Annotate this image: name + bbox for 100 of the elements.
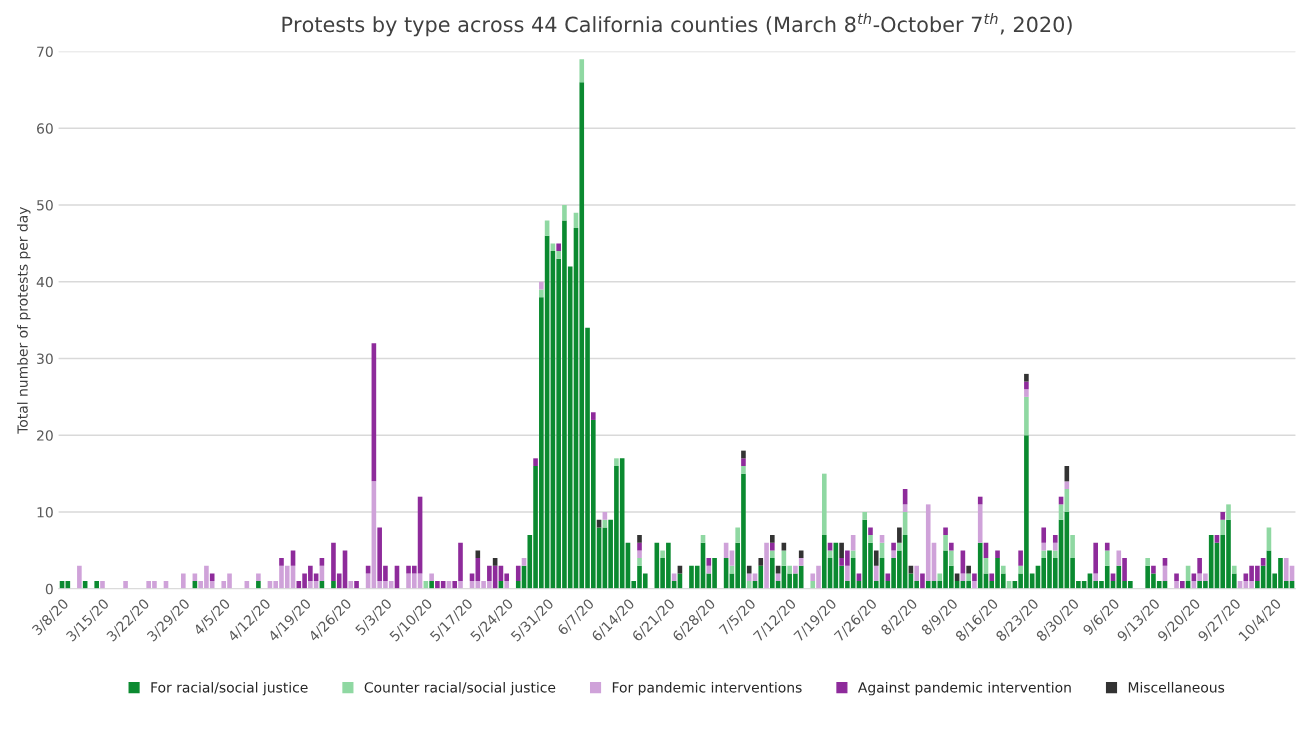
bar xyxy=(469,573,475,582)
bar xyxy=(475,550,481,559)
bar xyxy=(591,412,596,420)
bar xyxy=(977,496,983,505)
bar xyxy=(1041,527,1047,543)
bar xyxy=(637,535,642,543)
bar xyxy=(614,458,619,466)
bar xyxy=(868,535,873,543)
bar xyxy=(873,550,879,566)
bar xyxy=(943,527,948,536)
bar xyxy=(879,535,885,543)
bar xyxy=(770,542,775,551)
legend-label: For racial/social justice xyxy=(151,681,308,696)
y-tick-label: 0 xyxy=(45,583,53,595)
bar xyxy=(1024,389,1029,397)
bar xyxy=(827,550,833,559)
bar xyxy=(544,220,550,236)
bar xyxy=(94,581,100,589)
bar xyxy=(746,581,752,589)
bar xyxy=(1116,550,1122,566)
bar xyxy=(533,458,538,466)
bar xyxy=(1145,558,1150,566)
bar xyxy=(897,542,902,551)
bar xyxy=(989,573,995,582)
bar xyxy=(602,512,608,520)
bar xyxy=(671,573,677,582)
bar xyxy=(764,542,769,589)
y-tick-label: 40 xyxy=(36,276,53,288)
bar xyxy=(1122,558,1127,582)
bar xyxy=(798,550,804,559)
bar xyxy=(504,581,509,589)
bar xyxy=(1110,573,1116,582)
y-tick-label: 20 xyxy=(37,430,53,441)
bar xyxy=(741,450,746,459)
bar xyxy=(746,565,752,574)
bar xyxy=(1162,558,1168,566)
bar xyxy=(770,535,775,543)
bar xyxy=(995,550,1000,559)
bar xyxy=(1052,542,1058,551)
bar xyxy=(787,565,792,574)
bar xyxy=(290,550,296,566)
bar xyxy=(1104,550,1110,566)
bar xyxy=(885,573,891,582)
bar xyxy=(279,558,284,566)
bar xyxy=(1174,581,1179,589)
y-tick-label: 50 xyxy=(37,200,53,211)
bar xyxy=(949,542,954,551)
bar xyxy=(100,581,105,589)
y-tick-label: 10 xyxy=(37,507,53,518)
bar xyxy=(1041,542,1047,551)
bar xyxy=(729,550,735,566)
bar xyxy=(1093,542,1098,574)
bar xyxy=(839,542,844,559)
bar xyxy=(515,565,521,582)
y-tick-label: 60 xyxy=(37,123,53,134)
bar xyxy=(1220,512,1226,520)
bar xyxy=(637,542,642,551)
bar xyxy=(1180,581,1185,589)
bar xyxy=(192,573,198,582)
bar xyxy=(845,565,850,582)
bar xyxy=(550,243,556,252)
bar xyxy=(977,504,983,543)
bar xyxy=(972,573,977,582)
bar xyxy=(556,243,561,252)
legend-label: Against pandemic intervention xyxy=(857,681,1071,696)
bar xyxy=(1000,565,1006,574)
legend-label: Counter racial/social justice xyxy=(364,681,556,696)
bar xyxy=(770,550,775,559)
bar xyxy=(798,558,804,566)
bar xyxy=(810,581,816,589)
bar xyxy=(920,573,925,589)
bar xyxy=(1041,550,1047,559)
bar xyxy=(458,542,463,582)
bar xyxy=(891,550,896,559)
bar xyxy=(741,458,746,466)
bar xyxy=(937,573,943,582)
bar xyxy=(539,281,544,290)
bar xyxy=(1226,504,1231,520)
bar xyxy=(1174,573,1179,582)
bar xyxy=(735,527,740,543)
bar xyxy=(700,535,706,543)
bar xyxy=(1231,565,1237,574)
bar xyxy=(868,527,873,536)
bar xyxy=(1018,550,1023,566)
bar xyxy=(331,581,336,589)
chart-title: Protests by type across 44 California counties (March 8$^{th}$-October 7$^{th}$, 2020) xyxy=(282,12,1072,37)
bar xyxy=(966,573,971,582)
bar xyxy=(521,558,527,566)
bar xyxy=(637,558,642,566)
bar xyxy=(741,465,746,474)
bar xyxy=(1197,558,1202,574)
y-tick-label: 70 xyxy=(37,46,53,57)
bar xyxy=(660,550,665,559)
bar xyxy=(1104,542,1110,551)
bar xyxy=(1070,535,1075,559)
bar xyxy=(972,581,977,589)
bar xyxy=(706,558,712,566)
bar xyxy=(966,565,971,574)
bar xyxy=(1024,396,1029,436)
legend-label: Miscellaneous xyxy=(1128,681,1225,693)
